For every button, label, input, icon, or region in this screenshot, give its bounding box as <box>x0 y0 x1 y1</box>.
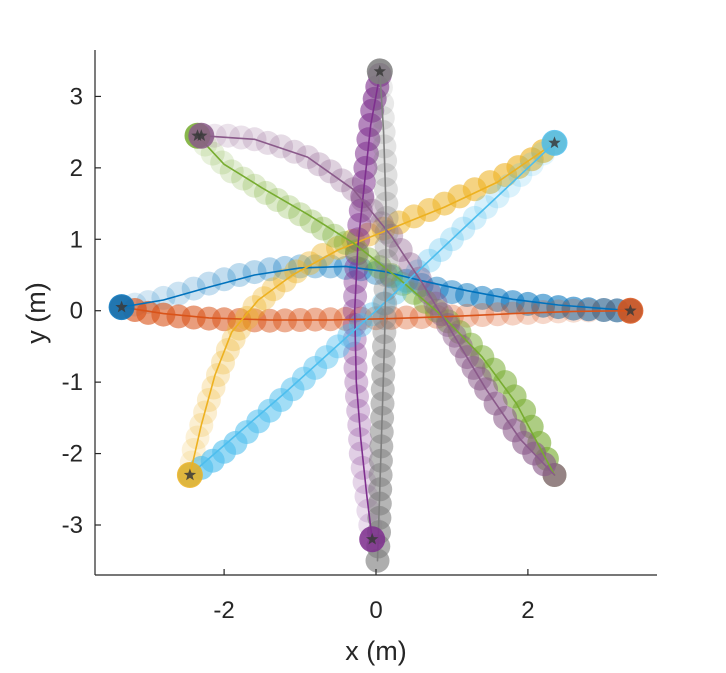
reference-line-7 <box>376 70 387 562</box>
y-tick-label: -2 <box>62 441 83 468</box>
trail-disc <box>333 255 358 280</box>
reference-line-1 <box>120 306 632 321</box>
trail-disc <box>242 260 267 285</box>
y-tick-label: -1 <box>62 369 83 396</box>
trail-disc <box>576 298 601 323</box>
y-tick-label: 1 <box>70 226 83 253</box>
star-marker-7 <box>373 64 386 77</box>
trail-disc <box>276 195 301 220</box>
trail-disc <box>299 209 324 234</box>
trail-disc <box>288 202 313 227</box>
y-tick-label: 3 <box>70 83 83 110</box>
trail-disc <box>348 257 373 282</box>
trail-disc <box>310 216 335 241</box>
trail-disc <box>151 285 176 310</box>
reference-line-0 <box>120 265 632 312</box>
trail-disc <box>234 305 259 330</box>
y-axis-label: y (m) <box>21 282 51 343</box>
trail-disc <box>257 257 282 282</box>
y-tick-label: 2 <box>70 155 83 182</box>
trail-disc <box>356 247 381 272</box>
reference-line-6 <box>200 134 556 476</box>
x-axis-label: x (m) <box>345 636 406 666</box>
x-tick-label: 0 <box>369 597 382 624</box>
trail-disc <box>255 130 280 155</box>
trail-disc <box>181 438 206 462</box>
trail-disc <box>303 355 328 380</box>
star-marker-5 <box>548 136 561 149</box>
tick-marks: -2 0 2 -3 -2 -1 0 1 2 3 <box>62 83 535 624</box>
x-tick-label: -2 <box>213 597 234 624</box>
trail-disc <box>215 123 240 148</box>
trail-disc <box>282 139 307 164</box>
star-marker-1 <box>624 304 637 316</box>
star-marker-3 <box>366 532 379 545</box>
star-marker-0 <box>115 300 128 313</box>
trail-disc <box>591 298 616 322</box>
trail-disc <box>322 223 347 248</box>
reference-line-2 <box>189 142 556 476</box>
trail-disc <box>166 281 191 306</box>
reference-line-4 <box>196 134 556 476</box>
plot-area <box>108 58 644 573</box>
y-tick-label: 0 <box>70 298 83 325</box>
trail-disc <box>242 295 267 320</box>
trail-disc <box>303 254 328 279</box>
trail-disc <box>201 375 226 400</box>
trail-disc <box>288 254 313 279</box>
y-tick-label: -3 <box>62 512 83 539</box>
trail-disc <box>185 425 210 450</box>
trail-disc <box>314 345 339 370</box>
trail-disc <box>269 134 294 159</box>
trail-disc <box>227 316 252 341</box>
trail-disc <box>364 260 388 285</box>
trail-disc <box>206 363 230 387</box>
trail-disc <box>272 255 297 280</box>
trail-disc <box>181 276 206 301</box>
trail-disc <box>221 327 246 352</box>
x-tick-label: 2 <box>521 597 534 624</box>
reference-line-3 <box>353 74 381 541</box>
star-marker-6 <box>195 129 208 141</box>
trail-disc <box>229 125 254 150</box>
star-marker-2 <box>183 468 197 481</box>
trail-disc <box>348 441 373 466</box>
reference-line-5 <box>189 142 556 476</box>
